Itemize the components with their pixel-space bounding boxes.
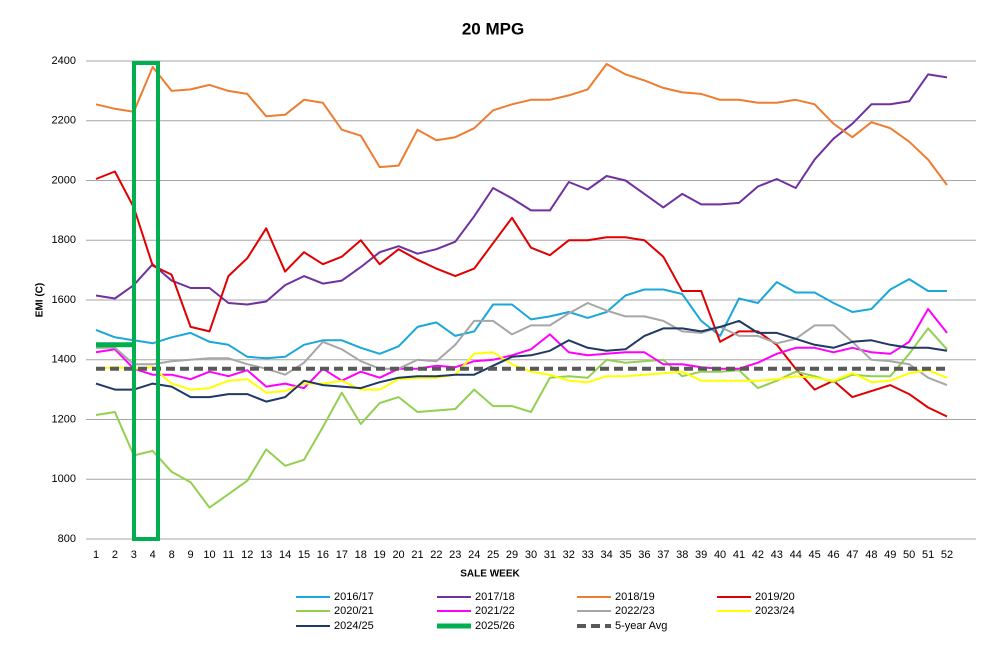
x-tick-label: 17 [336, 549, 348, 561]
x-tick-label: 15 [298, 549, 310, 561]
x-tick-label: 50 [903, 549, 915, 561]
y-tick-label: 1200 [52, 413, 76, 425]
x-tick-label: 48 [865, 549, 877, 561]
legend-label: 2017/18 [475, 591, 515, 603]
y-tick-label: 1400 [52, 354, 76, 366]
x-tick-label: 20 [392, 549, 404, 561]
x-tick-label: 49 [884, 549, 896, 561]
y-tick-label: 2200 [52, 115, 76, 127]
x-tick-label: 36 [638, 549, 650, 561]
x-tick-label: 19 [374, 549, 386, 561]
y-tick-label: 1800 [52, 234, 76, 246]
x-tick-label: 24 [468, 549, 480, 561]
legend-label: 2016/17 [334, 591, 374, 603]
y-tick-label: 1600 [52, 294, 76, 306]
y-tick-label: 1000 [52, 473, 76, 485]
legend-label: 2019/20 [755, 591, 795, 603]
x-tick-label: 40 [714, 549, 726, 561]
series-line [95, 63, 948, 186]
y-tick-label: 2000 [52, 174, 76, 186]
series-line [95, 170, 948, 418]
y-tick-label: 800 [58, 533, 76, 545]
chart-title: 20 MPG [462, 19, 524, 38]
x-tick-label: 16 [317, 549, 329, 561]
x-tick-label: 25 [487, 549, 499, 561]
x-axis-title: SALE WEEK [460, 569, 520, 580]
legend-label: 5-year Avg [615, 620, 667, 632]
legend-label: 2024/25 [334, 620, 374, 632]
x-tick-label: 30 [525, 549, 537, 561]
x-tick-label: 1 [93, 549, 99, 561]
legend-label: 2023/24 [755, 605, 795, 617]
series-line [95, 308, 948, 390]
series-line [95, 327, 948, 509]
x-tick-label: 37 [657, 549, 669, 561]
series-line [96, 302, 948, 387]
x-tick-label: 4 [150, 549, 156, 561]
series-line [95, 73, 948, 306]
x-tick-label: 22 [430, 549, 442, 561]
x-tick-label: 51 [922, 549, 934, 561]
x-tick-label: 9 [187, 549, 193, 561]
x-tick-label: 41 [733, 549, 745, 561]
x-tick-label: 38 [676, 549, 688, 561]
x-tick-label: 14 [279, 549, 291, 561]
y-tick-label: 2400 [52, 55, 76, 67]
legend-label: 2022/23 [615, 605, 655, 617]
x-tick-label: 35 [619, 549, 631, 561]
x-tick-label: 39 [695, 549, 707, 561]
x-tick-label: 46 [827, 549, 839, 561]
legend-label: 2025/26 [475, 620, 515, 632]
x-tick-label: 34 [600, 549, 612, 561]
legend-label: 2020/21 [334, 605, 374, 617]
x-tick-label: 10 [203, 549, 215, 561]
x-tick-label: 3 [131, 549, 137, 561]
legend-label: 2021/22 [475, 605, 515, 617]
x-tick-label: 21 [411, 549, 423, 561]
x-tick-label: 8 [169, 549, 175, 561]
x-tick-label: 43 [771, 549, 783, 561]
x-tick-label: 13 [260, 549, 272, 561]
x-tick-label: 52 [941, 549, 953, 561]
x-tick-label: 23 [449, 549, 461, 561]
x-tick-label: 29 [506, 549, 518, 561]
plot-lines [95, 63, 948, 509]
x-tick-label: 18 [355, 549, 367, 561]
x-tick-label: 42 [752, 549, 764, 561]
x-tick-label: 11 [223, 549, 234, 561]
x-tick-label: 45 [808, 549, 820, 561]
x-tick-label: 33 [582, 549, 594, 561]
legend-label: 2018/19 [615, 591, 655, 603]
x-tick-label: 44 [790, 549, 802, 561]
x-tick-label: 47 [846, 549, 858, 561]
x-tick-label: 12 [241, 549, 253, 561]
series-line [95, 278, 947, 360]
highlight-box [132, 61, 160, 541]
legend: 2016/17 2017/18 2018/19 2019/20 2020/21 2021/… [296, 591, 795, 632]
series-line [95, 319, 948, 403]
x-tick-label: 32 [563, 549, 575, 561]
y-axis-title: EMI (C) [35, 283, 46, 317]
x-tick-label: 2 [112, 549, 118, 561]
x-tick-label: 31 [544, 549, 556, 561]
